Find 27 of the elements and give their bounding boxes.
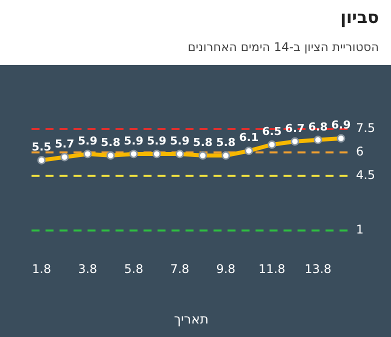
data-label: 6.8 [308,120,328,134]
data-label: 5.9 [146,134,166,148]
data-label: 6.5 [262,124,282,138]
x-axis-title: תאריך [174,312,209,328]
ref-line-label: 6 [356,144,364,159]
data-label: 5.8 [216,136,236,149]
ref-line-label: 7.5 [356,121,376,136]
ref-line-label: 1 [356,222,364,237]
ref-line-label: 4.5 [356,168,376,182]
data-label: 5.5 [32,140,52,154]
x-tick-label: 1.8 [32,262,52,276]
data-label: 5.7 [54,137,74,150]
x-tick-label: 11.8 [258,262,286,276]
x-tick-label: 13.8 [304,262,332,276]
chart-subtitle: הסטוריית הציון ב-14 הימים האחרונים [188,40,379,54]
data-label: 6.1 [239,131,259,144]
data-label: 5.9 [124,134,144,148]
data-label: 5.8 [100,136,120,149]
data-label: 6.9 [331,118,351,132]
data-label: 5.8 [193,136,213,149]
x-tick-label: 5.8 [124,262,144,276]
x-tick-label: 7.8 [170,262,190,276]
data-label: 5.9 [170,134,190,148]
x-tick-label: 9.8 [216,262,236,276]
x-tick-label: 3.8 [78,262,98,276]
data-label: 5.9 [78,134,98,148]
chart-title: סביון [340,8,379,28]
